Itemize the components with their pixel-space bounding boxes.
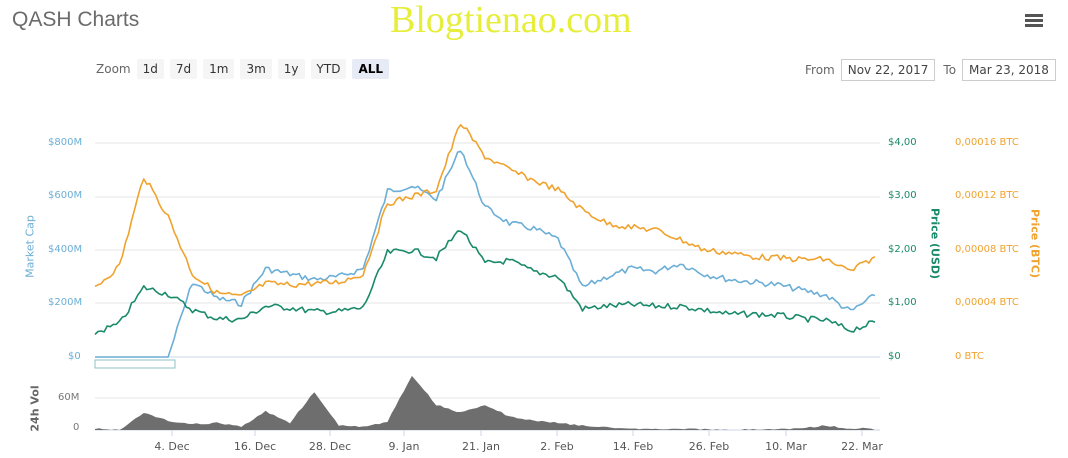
x-tick-4-dec: 4. Dec: [154, 440, 190, 453]
x-tick-16-dec: 16. Dec: [233, 440, 277, 453]
x-tick-2-feb: 2. Feb: [540, 440, 574, 453]
usd-tick-4: $4,00: [888, 137, 917, 148]
hamburger-menu-icon[interactable]: [1025, 14, 1043, 28]
btc-tick-12: 0,00012 BTC: [955, 190, 1019, 201]
x-tick-26-feb: 26. Feb: [688, 440, 730, 453]
zoom-3m-button[interactable]: 3m: [240, 59, 272, 79]
x-axis-ticks: [171, 430, 863, 436]
y-tick-800m: $800M: [48, 137, 83, 148]
price-btc-line: [94, 124, 876, 296]
from-date-input[interactable]: Nov 22, 2017: [840, 59, 936, 81]
market-cap-line: [95, 150, 876, 358]
navigator-handle: [94, 359, 176, 369]
y-tick-200m: $200M: [48, 297, 83, 308]
volume-area-path: [95, 375, 875, 430]
usd-tick-3: $3,00: [888, 190, 917, 201]
y-tick-0: $0: [68, 351, 81, 362]
usd-tick-0: $0: [888, 351, 901, 362]
date-range: From Nov 22, 2017 To Mar 23, 2018: [805, 59, 1064, 81]
gridlines: [95, 142, 880, 431]
x-tick-28-dec: 28. Dec: [308, 440, 352, 453]
x-tick-10-mar: 10. Mar: [765, 440, 807, 453]
zoom-1m-button[interactable]: 1m: [203, 59, 235, 79]
x-tick-22-mar: 22. Mar: [841, 440, 883, 453]
x-tick-9-jan: 9. Jan: [388, 440, 420, 453]
btc-tick-8: 0,00008 BTC: [955, 244, 1019, 255]
zoom-ytd-button[interactable]: YTD: [310, 59, 347, 79]
x-tick-14-feb: 14. Feb: [612, 440, 654, 453]
to-label: To: [943, 63, 957, 77]
from-label: From: [805, 63, 835, 77]
y-tick-600m: $600M: [48, 190, 83, 201]
to-date-input[interactable]: Mar 23, 2018: [962, 59, 1056, 81]
zoom-selector: Zoom 1d 7d 1m 3m 1y YTD ALL: [96, 59, 395, 79]
page-title: QASH Charts: [12, 8, 140, 31]
usd-tick-2: $2,00: [888, 244, 917, 255]
btc-tick-16: 0,00016 BTC: [955, 137, 1019, 148]
btc-tick-0: 0 BTC: [955, 351, 984, 362]
y-tick-400m: $400M: [48, 244, 83, 255]
zoom-1y-button[interactable]: 1y: [277, 59, 305, 79]
usd-tick-1: $1,00: [888, 297, 917, 308]
vol-tick-60m: 60M: [58, 392, 80, 403]
zoom-label: Zoom: [96, 62, 131, 76]
price-lines: [94, 124, 876, 358]
zoom-all-button[interactable]: ALL: [352, 59, 390, 79]
zoom-1d-button[interactable]: 1d: [136, 59, 164, 79]
zoom-7d-button[interactable]: 7d: [169, 59, 198, 79]
btc-tick-4: 0,00004 BTC: [955, 297, 1019, 308]
volume-area: [95, 375, 875, 430]
watermark-text: Blogtienao.com: [390, 0, 632, 41]
vol-tick-0: 0: [73, 422, 80, 433]
price-usd-line: [94, 230, 876, 335]
x-tick-21-jan: 21. Jan: [462, 440, 500, 453]
